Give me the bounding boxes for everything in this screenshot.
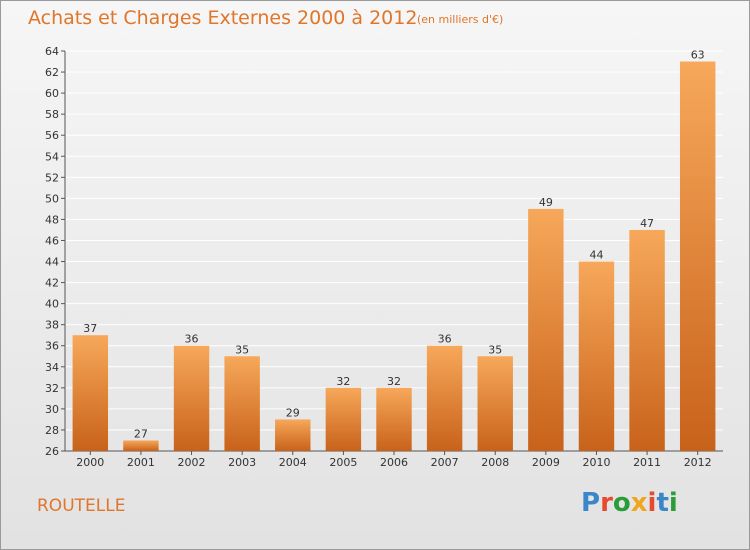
y-tick-label: 64 <box>45 45 59 58</box>
brand-logo: Proxiti <box>581 488 678 518</box>
y-tick-label: 42 <box>45 277 59 290</box>
y-tick-label: 32 <box>45 382 59 395</box>
x-tick-label-2011: 2011 <box>633 456 661 469</box>
y-tick-label: 62 <box>45 66 59 79</box>
bar-2000 <box>72 335 109 451</box>
bar-2009 <box>528 208 564 451</box>
y-tick-label: 28 <box>45 424 59 437</box>
value-label-2005: 32 <box>336 375 350 388</box>
value-label-2006: 32 <box>387 375 401 388</box>
x-tick-label-2001: 2001 <box>127 456 155 469</box>
y-tick-label: 50 <box>45 192 59 205</box>
x-tick-label-2003: 2003 <box>228 456 256 469</box>
value-label-2011: 47 <box>640 217 654 230</box>
y-tick-label: 36 <box>45 340 59 353</box>
y-tick-label: 30 <box>45 403 59 416</box>
y-tick-label: 54 <box>45 150 59 163</box>
value-label-2007: 36 <box>438 333 452 346</box>
y-tick-label: 26 <box>45 445 59 458</box>
bar-2004 <box>275 419 311 451</box>
x-tick-label-2004: 2004 <box>279 456 307 469</box>
bar-2003 <box>224 356 260 451</box>
y-tick-label: 60 <box>45 87 59 100</box>
x-tick-label-2007: 2007 <box>431 456 459 469</box>
bar-2005 <box>325 387 362 451</box>
bar-2008 <box>477 356 513 451</box>
bar-2006 <box>376 387 412 451</box>
value-label-2008: 35 <box>488 343 502 356</box>
bar-2001 <box>123 440 159 451</box>
y-tick-label: 38 <box>45 319 59 332</box>
value-label-2004: 29 <box>286 406 300 419</box>
x-tick-label-2002: 2002 <box>178 456 206 469</box>
value-label-2010: 44 <box>589 249 603 262</box>
bar-2012 <box>679 61 716 452</box>
y-tick-label: 48 <box>45 213 59 226</box>
place-name: ROUTELLE <box>37 496 126 516</box>
bar-2011 <box>629 229 665 451</box>
bar-2010 <box>578 261 615 451</box>
y-tick-label: 58 <box>45 108 59 121</box>
value-label-2000: 37 <box>83 322 97 335</box>
x-tick-label-2005: 2005 <box>329 456 357 469</box>
value-label-2009: 49 <box>539 196 553 209</box>
value-label-2012: 63 <box>691 49 705 62</box>
y-tick-label: 40 <box>45 298 59 311</box>
y-tick-label: 34 <box>45 361 59 374</box>
x-tick-label-2000: 2000 <box>76 456 104 469</box>
y-tick-label: 44 <box>45 256 59 269</box>
x-tick-label-2010: 2010 <box>582 456 610 469</box>
bar-2007 <box>426 345 463 451</box>
chart-title: Achats et Charges Externes 2000 à 2012 <box>28 7 418 29</box>
x-tick-label-2009: 2009 <box>532 456 560 469</box>
y-tick-label: 56 <box>45 129 59 142</box>
bar-2002 <box>173 345 210 451</box>
value-label-2002: 36 <box>185 333 199 346</box>
x-tick-label-2012: 2012 <box>684 456 712 469</box>
y-tick-label: 52 <box>45 171 59 184</box>
value-label-2003: 35 <box>235 343 249 356</box>
x-tick-label-2006: 2006 <box>380 456 408 469</box>
y-tick-label: 46 <box>45 234 59 247</box>
chart-subtitle: (en milliers d'€) <box>417 13 504 26</box>
value-label-2001: 27 <box>134 427 148 440</box>
x-tick-label-2008: 2008 <box>481 456 509 469</box>
